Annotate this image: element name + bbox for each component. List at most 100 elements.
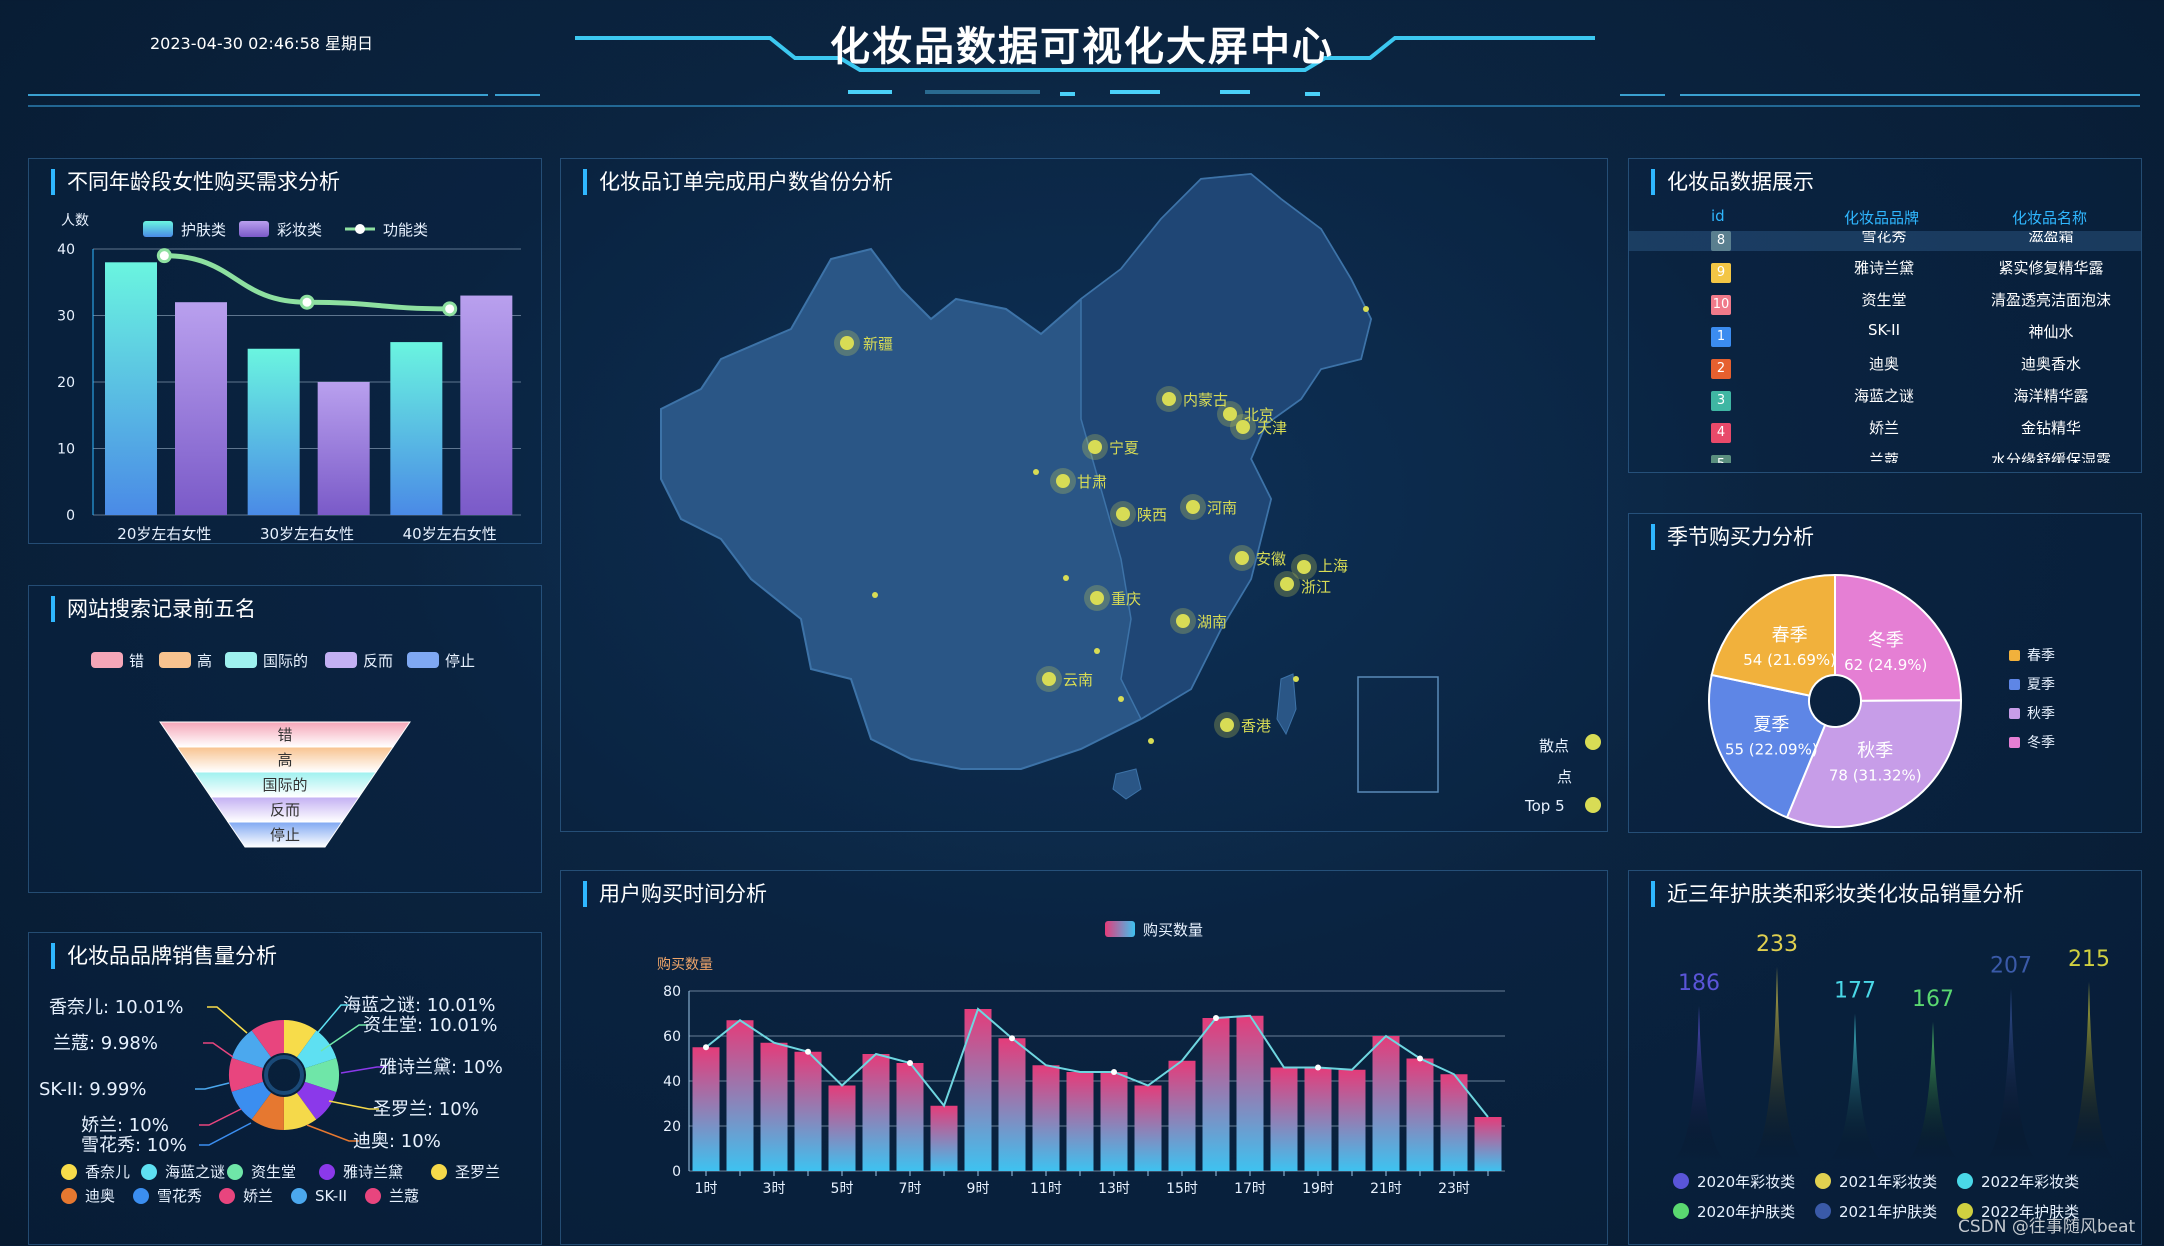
brand-legend-dot[interactable] [133, 1188, 149, 1204]
time-xtick: 17时 [1234, 1181, 1266, 1197]
time-bar [896, 1063, 924, 1171]
table-id-badge: 9 [1711, 263, 1731, 283]
table-row[interactable]: 8 雪花秀 滋盈霜 [1629, 231, 2141, 251]
season-slice-name: 冬季 [1868, 630, 1904, 651]
brand-slice[interactable] [231, 1030, 272, 1069]
map-legend-dot[interactable] [1585, 734, 1601, 750]
map-point[interactable] [1236, 420, 1250, 434]
season-slice-name: 春季 [1772, 625, 1808, 646]
map-point[interactable] [1235, 551, 1249, 565]
age-bar [175, 302, 227, 515]
map-point[interactable] [1090, 591, 1104, 605]
brand-slice[interactable] [228, 1057, 264, 1092]
map-panel-title: 化妆品订单完成用户数省份分析 [583, 169, 893, 195]
time-bar [1134, 1085, 1162, 1171]
brand-legend-dot[interactable] [365, 1188, 381, 1204]
table-row[interactable]: 1 SK-II 神仙水 [1629, 315, 2141, 347]
map-point[interactable] [1116, 507, 1130, 521]
season-panel: 季节购买力分析 春季 54 (21.69%) 夏季 55 (22.09%) 秋季 78 (… [1628, 513, 2142, 833]
year-legend-dot[interactable] [1957, 1173, 1973, 1189]
brand-slice[interactable] [251, 1020, 284, 1058]
age-legend-swatch[interactable] [239, 221, 269, 237]
brand-slice[interactable] [251, 1092, 284, 1130]
brand-slice-label: 雪花秀: 10% [81, 1135, 187, 1156]
brand-legend-dot[interactable] [219, 1188, 235, 1204]
brand-legend-dot[interactable] [141, 1164, 157, 1180]
year-spike[interactable] [1749, 966, 1805, 1161]
time-line-point [805, 1048, 811, 1055]
brand-slice[interactable] [296, 1081, 337, 1120]
funnel-legend-swatch[interactable] [407, 652, 439, 668]
season-legend-swatch[interactable] [2009, 650, 2020, 661]
brand-slice[interactable] [283, 1092, 317, 1130]
brand-legend-dot[interactable] [61, 1164, 77, 1180]
time-ytick: 80 [663, 984, 681, 1000]
time-bar [828, 1085, 856, 1171]
map-point[interactable] [1162, 392, 1176, 406]
table-row[interactable]: 3 海蓝之谜 海洋精华露 [1629, 379, 2141, 411]
brand-legend-dot[interactable] [291, 1188, 307, 1204]
brand-slice[interactable] [284, 1020, 317, 1058]
table-id-badge: 2 [1711, 359, 1731, 379]
map-point[interactable] [1297, 560, 1311, 574]
table-row[interactable]: 9 雅诗兰黛 紧实修复精华露 [1629, 251, 2141, 283]
map-point[interactable] [1220, 718, 1234, 732]
map-point[interactable] [1176, 614, 1190, 628]
map-legend-dot[interactable] [1585, 797, 1601, 813]
map-point[interactable] [1056, 474, 1070, 488]
brand-legend-dot[interactable] [319, 1164, 335, 1180]
age-legend-label: 彩妆类 [277, 221, 322, 239]
map-point-label: 安徽 [1256, 550, 1286, 568]
brand-legend-dot[interactable] [227, 1164, 243, 1180]
brand-legend-dot[interactable] [431, 1164, 447, 1180]
brand-slice[interactable] [296, 1030, 337, 1069]
funnel-legend-swatch[interactable] [91, 652, 123, 668]
year-legend-dot[interactable] [1673, 1203, 1689, 1219]
table-header-brand: 化妆品品牌 [1844, 209, 1920, 227]
season-slice[interactable] [1710, 573, 1836, 697]
table-id-badge: 10 [1711, 295, 1731, 315]
season-slice-value: 54 (21.69%) [1743, 651, 1836, 669]
table-row[interactable]: 2 迪奥 迪奥香水 [1629, 347, 2141, 379]
season-slice[interactable] [1708, 673, 1827, 819]
funnel-legend-swatch[interactable] [159, 652, 191, 668]
table-row[interactable]: 10 资生堂 清盈透亮洁面泡沫 [1629, 283, 2141, 315]
funnel-legend-swatch[interactable] [325, 652, 357, 668]
brand-label-line [199, 1122, 252, 1146]
time-legend-swatch[interactable] [1105, 921, 1135, 937]
brand-slice[interactable] [304, 1058, 339, 1093]
year-spike[interactable] [1827, 1013, 1883, 1162]
season-slice[interactable] [1785, 699, 1962, 828]
year-spike[interactable] [1983, 988, 2039, 1162]
table-row[interactable]: 4 娇兰 金钻精华 [1629, 411, 2141, 443]
map-legend-point: 点 [1557, 768, 1573, 786]
season-legend-swatch[interactable] [2009, 679, 2020, 690]
table-body[interactable]: 8 雪花秀 滋盈霜 9 雅诗兰黛 紧实修复精华露 10 资生堂 清盈透亮洁面泡沫 1 SK-II 神仙… [1629, 231, 2141, 463]
year-spike[interactable] [1905, 1021, 1961, 1161]
map-point[interactable] [1186, 500, 1200, 514]
time-bar [794, 1051, 822, 1171]
year-legend-dot[interactable] [1815, 1203, 1831, 1219]
funnel-segment[interactable] [227, 821, 343, 848]
year-legend-dot[interactable] [1815, 1173, 1831, 1189]
map-point[interactable] [840, 336, 854, 350]
age-legend-swatch[interactable] [143, 221, 173, 237]
age-xtick: 20岁左右女性 [117, 525, 211, 543]
season-legend-swatch[interactable] [2009, 737, 2020, 748]
year-legend-dot[interactable] [1673, 1173, 1689, 1189]
funnel-label: 高 [277, 751, 292, 769]
map-point[interactable] [1280, 577, 1294, 591]
table-row[interactable]: 5 兰蔻 水分缘舒缓保湿露 [1629, 443, 2141, 463]
map-point[interactable] [1042, 672, 1056, 686]
year-spike[interactable] [2061, 981, 2117, 1161]
season-slice[interactable] [1834, 573, 1963, 702]
map-point[interactable] [1223, 407, 1237, 421]
year-legend-dot[interactable] [1957, 1203, 1973, 1219]
map-point[interactable] [1088, 440, 1102, 454]
season-legend-swatch[interactable] [2009, 708, 2020, 719]
year-spike[interactable] [1671, 1006, 1727, 1161]
brand-legend-dot[interactable] [61, 1188, 77, 1204]
brand-slice[interactable] [231, 1081, 272, 1120]
funnel-legend-swatch[interactable] [225, 652, 257, 668]
